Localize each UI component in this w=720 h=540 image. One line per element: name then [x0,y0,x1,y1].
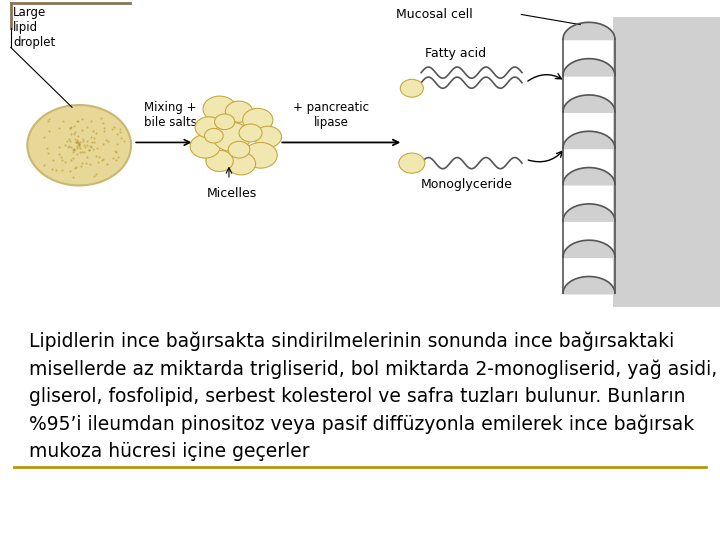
Circle shape [27,105,131,185]
Text: Micelles: Micelles [207,187,257,200]
Circle shape [239,124,262,142]
Text: + pancreatic
lipase: + pancreatic lipase [293,100,369,129]
Circle shape [399,153,425,173]
Circle shape [227,152,256,175]
Text: Lipidlerin ince bağırsakta sindirilmelerinin sonunda ince bağırsaktaki
misellerd: Lipidlerin ince bağırsakta sindirilmeler… [29,332,717,461]
Circle shape [215,114,235,130]
Circle shape [254,126,282,147]
Circle shape [204,129,223,143]
Circle shape [206,150,233,172]
Circle shape [203,96,236,122]
Circle shape [244,143,277,168]
Text: Large
lipid
droplet: Large lipid droplet [13,5,55,49]
Circle shape [400,79,423,97]
Circle shape [213,123,251,151]
Text: Mucosal cell: Mucosal cell [396,9,473,22]
Text: Fatty acid: Fatty acid [425,48,486,60]
Text: Mixing +
bile salts: Mixing + bile salts [144,100,197,129]
Bar [613,17,720,307]
Circle shape [228,141,250,158]
Circle shape [190,134,220,158]
Circle shape [195,117,222,138]
Text: Monoglyceride: Monoglyceride [421,178,513,191]
Circle shape [243,109,273,132]
Circle shape [225,101,253,123]
